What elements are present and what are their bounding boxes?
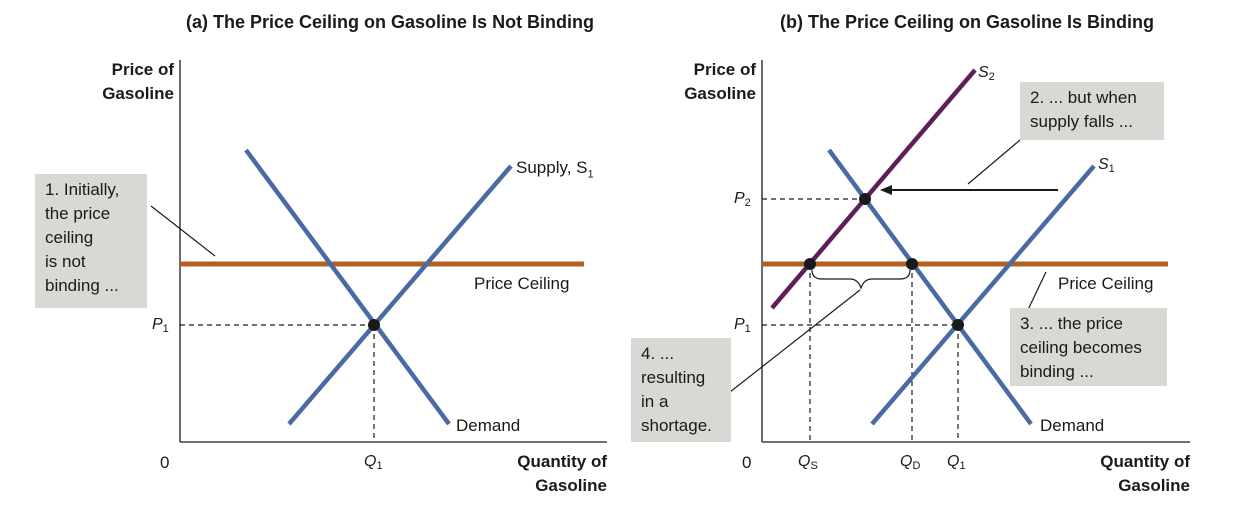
- callout-line: 4. ...: [641, 344, 675, 363]
- callout-line: in a: [641, 392, 669, 411]
- panel-a-x-axis-label-line1: Quantity of: [517, 452, 607, 471]
- panel-a-q1-label: Q1: [364, 453, 383, 472]
- callout-line: binding ...: [1020, 362, 1094, 381]
- panel-a-title: (a) The Price Ceiling on Gasoline Is Not…: [186, 12, 595, 32]
- panel-a-graph: [150, 60, 607, 443]
- callout-line: supply falls ...: [1030, 112, 1133, 131]
- panel-b-origin-label: 0: [742, 453, 752, 472]
- panel-a-callout-initially: 1. Initially, the price ceiling is not b…: [35, 174, 147, 308]
- callout-line: is not: [45, 252, 86, 271]
- panel-b-y-axis-label: Price of Gasoline: [652, 58, 756, 106]
- panel-a-p1-label: P1: [152, 316, 169, 335]
- panel-a-origin-label: 0: [160, 453, 170, 472]
- panel-a-callout-leader: [150, 205, 216, 257]
- panel-a-supply-curve: [287, 164, 513, 426]
- panel-a-y-axis-label-line1: Price of: [111, 60, 174, 79]
- callout-line: binding ...: [45, 276, 119, 295]
- panel-b-supply-s2-curve: [770, 68, 977, 310]
- panel-b-s2-label: S2: [978, 64, 995, 83]
- callout-line: ceiling becomes: [1020, 338, 1142, 357]
- panel-b-qd-label: QD: [900, 453, 921, 472]
- panel-a-supply-label: Supply, S1: [516, 158, 594, 181]
- callout-line: 1. Initially,: [45, 180, 120, 199]
- panel-a-y-axis-label: Price of Gasoline: [70, 58, 174, 106]
- panel-a-demand-label: Demand: [456, 416, 521, 435]
- panel-a-demand-curve: [244, 148, 451, 426]
- panel-a-y-axis-label-line2: Gasoline: [102, 84, 174, 103]
- callout-line: the price: [45, 204, 111, 223]
- panel-b-ceiling-label: Price Ceiling: [1058, 274, 1154, 293]
- callout-line: 3. ... the price: [1020, 314, 1123, 333]
- panel-a-ceiling-label: Price Ceiling: [474, 274, 570, 293]
- panel-b-point-q1: [952, 319, 964, 331]
- callout-line: 2. ... but when: [1030, 88, 1137, 107]
- panel-b-demand-label: Demand: [1040, 416, 1105, 435]
- panel-b-point-qd: [906, 258, 918, 270]
- panel-b-y-axis-label-line2: Gasoline: [684, 84, 756, 103]
- callout-line: ceiling: [45, 228, 94, 247]
- panel-b-graph: [729, 60, 1190, 443]
- panel-b-point-qs: [804, 258, 816, 270]
- panel-b-qs-label: QS: [798, 453, 818, 472]
- panel-b-x-axis-label-line1: Quantity of: [1100, 452, 1190, 471]
- panel-a-x-axis-label: Quantity of Gasoline: [480, 450, 607, 498]
- panel-b-shortage-brace: [811, 269, 911, 290]
- panel-b-q1-label: Q1: [947, 453, 966, 472]
- panel-b-demand-curve: [827, 148, 1033, 426]
- panel-b-callout4-leader: [729, 289, 861, 393]
- panel-b-callout2-leader: [967, 139, 1021, 185]
- panel-b-x-axis-label-line2: Gasoline: [1118, 476, 1190, 495]
- panel-a-equilibrium-point: [368, 319, 380, 331]
- callout-line: resulting: [641, 368, 706, 387]
- panel-b-x-axis-label: Quantity of Gasoline: [1063, 450, 1190, 498]
- panel-b-callout-binding: 3. ... the price ceiling becomes binding…: [1010, 308, 1167, 386]
- panel-b-point-p2: [859, 193, 871, 205]
- callout-line: shortage.: [641, 416, 712, 435]
- panel-a-x-axis-label-line2: Gasoline: [535, 476, 607, 495]
- panel-b-callout-supply-falls: 2. ... but when supply falls ...: [1020, 82, 1164, 140]
- panel-b-p1-label: P1: [734, 316, 751, 335]
- panel-b-callout-shortage: 4. ... resulting in a shortage.: [631, 338, 731, 442]
- panel-b-p2-label: P2: [734, 190, 751, 209]
- panel-b-s1-label: S1: [1098, 156, 1115, 175]
- panel-b-y-axis-label-line1: Price of: [693, 60, 756, 79]
- panel-b-supply-s1-curve: [870, 164, 1096, 426]
- panel-b-title: (b) The Price Ceiling on Gasoline Is Bin…: [780, 12, 1155, 32]
